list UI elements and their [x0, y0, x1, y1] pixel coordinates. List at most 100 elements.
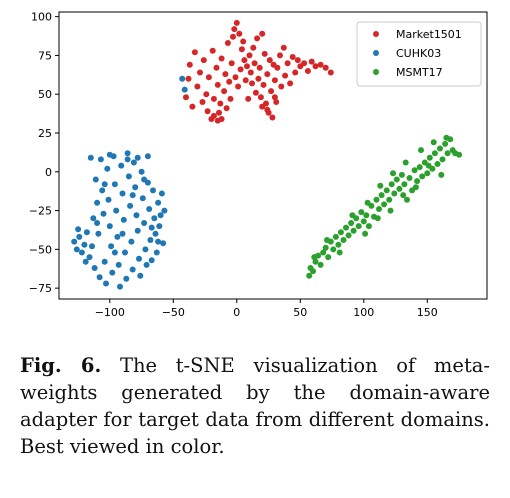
data-point	[360, 218, 367, 225]
data-point	[240, 38, 247, 45]
data-point	[90, 215, 97, 222]
data-point	[115, 261, 122, 268]
data-point	[245, 95, 252, 102]
data-point	[306, 272, 313, 279]
data-point	[404, 196, 410, 203]
data-point	[414, 178, 421, 185]
data-point	[96, 274, 103, 281]
data-point	[218, 55, 225, 62]
data-point	[365, 223, 372, 230]
data-point	[311, 254, 318, 261]
data-point	[179, 75, 186, 82]
data-point	[401, 181, 408, 188]
x-axis: −100 −50 0 50 100 150	[95, 299, 438, 319]
data-point	[438, 171, 445, 178]
data-point	[132, 184, 139, 191]
data-point	[139, 195, 146, 202]
data-point	[292, 69, 299, 76]
data-point	[238, 46, 245, 53]
data-point	[282, 72, 289, 79]
data-point	[430, 139, 437, 146]
data-point	[185, 75, 192, 82]
data-point	[381, 201, 388, 208]
legend-label: CUHK03	[396, 47, 441, 60]
data-point	[287, 80, 294, 87]
data-point	[252, 89, 259, 96]
data-point	[230, 33, 236, 40]
data-point	[214, 81, 221, 88]
data-point	[221, 88, 228, 95]
data-point	[398, 171, 405, 178]
data-point	[213, 64, 220, 71]
data-point	[73, 246, 80, 253]
data-point	[158, 190, 165, 197]
data-point	[134, 227, 141, 234]
data-point	[431, 150, 438, 157]
data-point	[278, 83, 285, 90]
data-point	[104, 165, 111, 172]
data-point	[337, 229, 344, 236]
scatter-points	[71, 19, 463, 290]
data-point	[205, 74, 212, 81]
data-point	[94, 199, 101, 206]
y-tick-label: −75	[29, 282, 52, 295]
data-point	[390, 170, 396, 177]
data-point	[137, 272, 144, 279]
data-point	[242, 77, 249, 84]
data-point	[387, 207, 394, 214]
data-point	[383, 187, 390, 194]
data-point	[330, 246, 337, 253]
data-point	[259, 30, 266, 37]
data-point	[228, 60, 235, 67]
data-point	[320, 249, 327, 256]
data-point	[419, 173, 426, 180]
series-market1501	[183, 19, 334, 124]
data-point	[81, 241, 88, 248]
data-point	[273, 99, 280, 105]
data-point	[97, 156, 104, 163]
data-point	[312, 63, 319, 70]
data-point	[308, 58, 315, 65]
data-point	[216, 109, 222, 116]
data-point	[425, 162, 432, 169]
data-point	[197, 69, 203, 76]
data-point	[322, 64, 329, 71]
data-point	[194, 83, 201, 90]
data-point	[203, 91, 210, 98]
data-point	[284, 60, 291, 67]
data-point	[350, 227, 357, 234]
y-tick-label: −50	[29, 243, 52, 256]
legend-label: MSMT17	[396, 66, 443, 79]
data-point	[264, 71, 271, 78]
data-point	[439, 156, 446, 163]
data-point	[129, 192, 136, 199]
data-point	[91, 265, 98, 271]
data-point	[264, 106, 271, 113]
data-point	[183, 94, 189, 101]
data-point	[92, 176, 99, 183]
data-point	[114, 233, 121, 240]
data-point	[148, 224, 155, 231]
x-tick-label: −100	[95, 306, 125, 319]
data-point	[418, 147, 424, 154]
data-point	[386, 196, 393, 203]
data-point	[317, 61, 324, 68]
legend-label: Market1501	[396, 28, 462, 41]
data-point	[210, 112, 217, 119]
y-tick-label: 100	[31, 11, 52, 24]
tsne-scatter-chart: −100 −50 0 50 100 150 −75 −50 −25 0 25 50 75 100 Mar…	[29, 11, 488, 319]
data-point	[138, 168, 145, 175]
data-point	[255, 75, 262, 82]
data-point	[153, 249, 160, 256]
data-point	[146, 206, 153, 212]
data-point	[237, 66, 244, 73]
data-point	[76, 233, 83, 240]
legend: Market1501 CUHK03 MSMT17	[356, 21, 482, 87]
data-point	[124, 150, 131, 157]
data-point	[444, 150, 451, 157]
x-tick-label: 0	[233, 306, 240, 319]
data-point	[117, 283, 123, 290]
data-point	[280, 44, 287, 51]
data-point	[224, 40, 231, 46]
data-point	[411, 167, 418, 174]
